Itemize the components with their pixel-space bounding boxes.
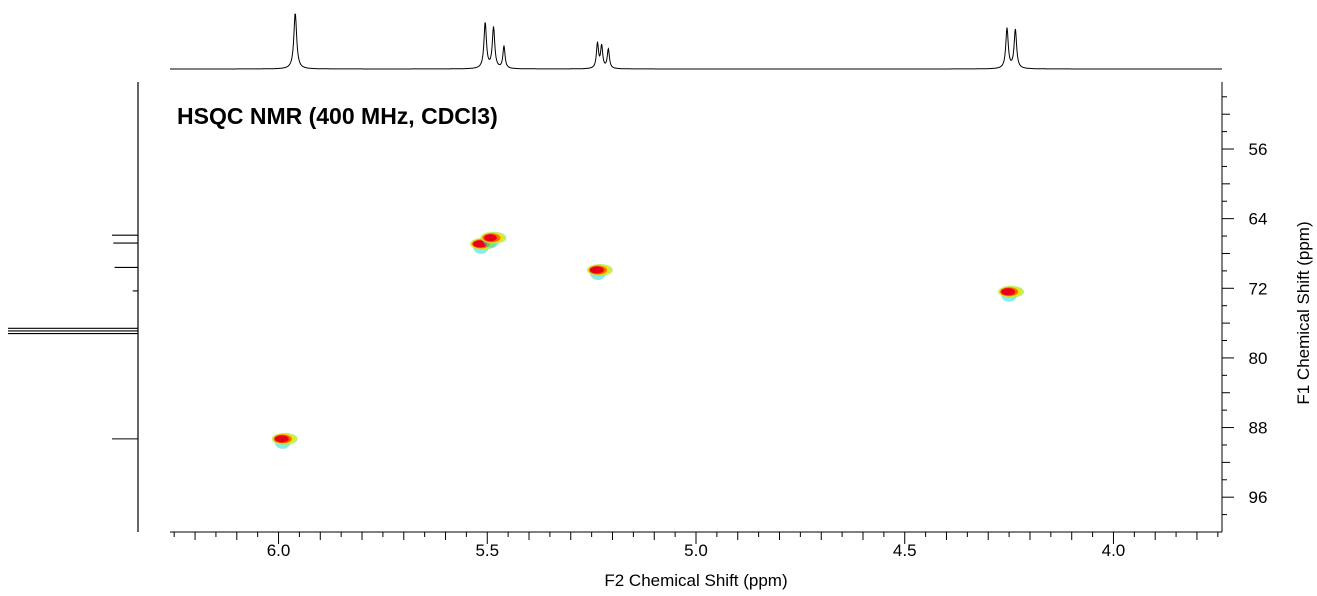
cross-peak [271,432,298,449]
peaks-layer [271,231,1025,449]
x-axis-title: F2 Chemical Shift (ppm) [604,571,787,590]
y-tick-label: 88 [1249,419,1268,438]
y-tick-label: 96 [1249,488,1268,507]
peak-core [589,266,604,274]
x-tick-label: 5.5 [475,541,499,560]
cross-peak [586,264,613,281]
x-tick-label: 4.5 [893,541,917,560]
y-axis-title: F1 Chemical Shift (ppm) [1294,221,1313,404]
y-tick-label: 56 [1249,140,1268,159]
x-tick-label: 6.0 [267,541,291,560]
plot-frame [137,82,1223,533]
x-tick-label: 4.0 [1102,541,1126,560]
peak-core [484,234,497,242]
y-tick-label: 72 [1249,279,1268,298]
peak-core [473,240,488,248]
chart-title: HSQC NMR (400 MHz, CDCl3) [177,103,498,129]
y-axis: 56 64 72 80 88 96 [1222,96,1268,516]
x-tick-label: 5.0 [684,541,708,560]
peak-core [274,435,289,443]
y-tick-label: 64 [1249,210,1268,229]
cross-peak [480,231,507,248]
cross-peak [998,285,1025,302]
x-axis: 6.0 5.5 5.0 4.5 4.0 [173,532,1219,560]
f1-projection [8,234,138,440]
f2-projection [170,13,1222,70]
peak-core [1001,288,1016,296]
f2-projection-trace [170,13,1222,70]
y-tick-label: 80 [1249,349,1268,368]
